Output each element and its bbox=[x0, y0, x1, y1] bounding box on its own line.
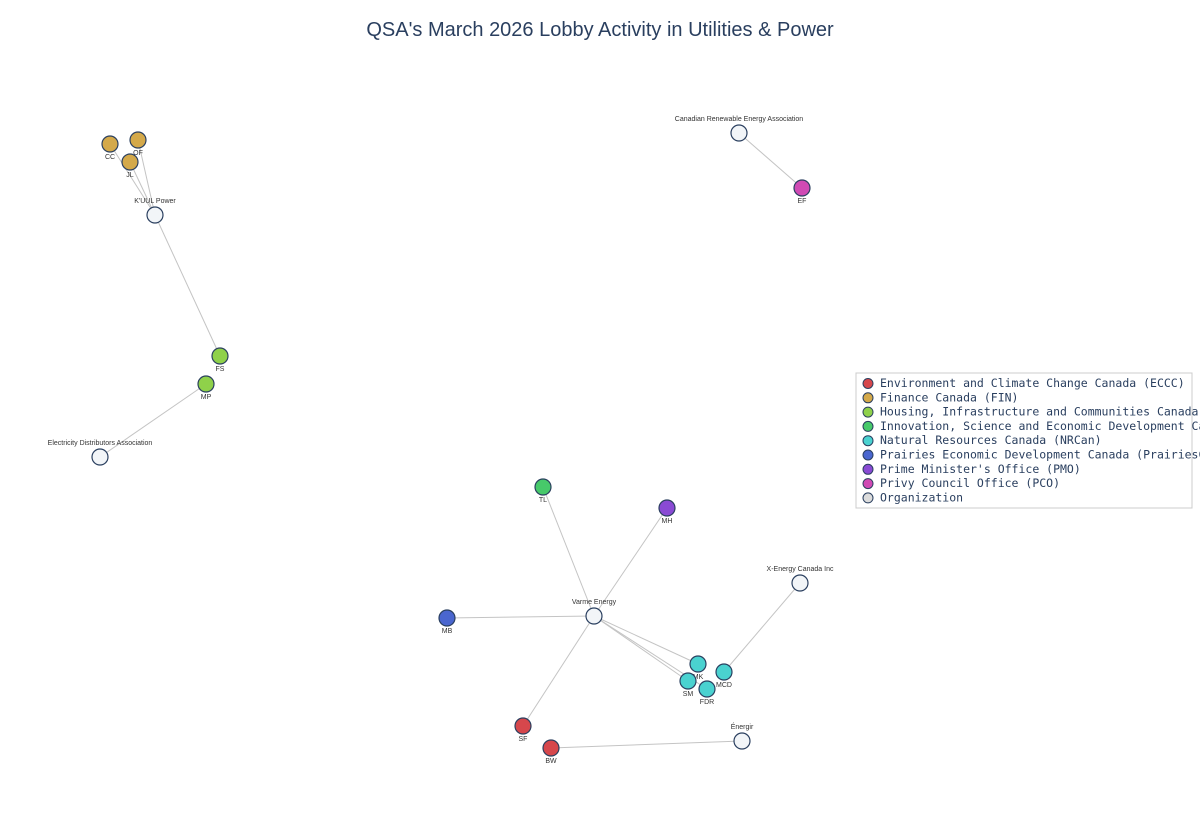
title: QSA's March 2026 Lobby Activity in Utili… bbox=[366, 19, 834, 41]
node[interactable] bbox=[121, 153, 139, 171]
legend-swatch[interactable] bbox=[862, 435, 874, 447]
legend-box bbox=[855, 372, 1193, 509]
node-label: OF bbox=[133, 150, 143, 157]
edge bbox=[446, 615, 595, 619]
edge bbox=[593, 507, 668, 617]
node-label: JL bbox=[126, 172, 134, 179]
node[interactable] bbox=[730, 124, 748, 142]
legend-swatch[interactable] bbox=[862, 478, 874, 490]
legend-label[interactable]: Innovation, Science and Economic Develop… bbox=[880, 419, 1200, 433]
edge bbox=[593, 615, 689, 682]
node[interactable] bbox=[791, 574, 809, 592]
node-label: Electricity Distributors Association bbox=[48, 440, 153, 447]
node-label: FS bbox=[216, 366, 225, 373]
edge bbox=[137, 139, 156, 216]
edge bbox=[723, 582, 801, 673]
legend-label[interactable]: Organization bbox=[880, 490, 963, 504]
edge bbox=[738, 132, 803, 189]
edge bbox=[99, 383, 207, 458]
node-label: CC bbox=[105, 154, 115, 161]
node-label: TL bbox=[539, 497, 547, 504]
legend-label[interactable]: Finance Canada (FIN) bbox=[880, 390, 1018, 404]
legend-label[interactable]: Prairies Economic Development Canada (Pr… bbox=[880, 448, 1200, 462]
edge bbox=[522, 615, 595, 727]
edge bbox=[109, 143, 156, 216]
node[interactable] bbox=[585, 607, 603, 625]
node-label: MP bbox=[201, 394, 212, 401]
node[interactable] bbox=[146, 206, 164, 224]
node[interactable] bbox=[101, 135, 119, 153]
node-label: X-Energy Canada Inc bbox=[767, 566, 834, 573]
node[interactable] bbox=[438, 609, 456, 627]
node[interactable] bbox=[197, 375, 215, 393]
node-label: EF bbox=[798, 198, 807, 205]
node-label: K'UUL Power bbox=[134, 198, 176, 205]
node[interactable] bbox=[542, 739, 560, 757]
node[interactable] bbox=[534, 478, 552, 496]
legend-label[interactable]: Housing, Infrastructure and Communities … bbox=[880, 405, 1200, 419]
node-label: SM bbox=[683, 691, 694, 698]
node[interactable] bbox=[698, 680, 716, 698]
edge bbox=[154, 214, 221, 357]
node-label: MH bbox=[662, 518, 673, 525]
node-label: MK bbox=[693, 674, 704, 681]
legend-swatch[interactable] bbox=[862, 492, 874, 504]
edge bbox=[593, 615, 699, 665]
node-label: MB bbox=[442, 628, 453, 635]
node[interactable] bbox=[91, 448, 109, 466]
node[interactable] bbox=[658, 499, 676, 517]
legend-swatch[interactable] bbox=[862, 463, 874, 475]
legend-swatch[interactable] bbox=[862, 406, 874, 418]
legend-label[interactable]: Natural Resources Canada (NRCan) bbox=[880, 433, 1102, 447]
node[interactable] bbox=[679, 672, 697, 690]
node[interactable] bbox=[514, 717, 532, 735]
legend-swatch[interactable] bbox=[862, 392, 874, 404]
edge bbox=[542, 486, 595, 617]
legend-label[interactable]: Environment and Climate Change Canada (E… bbox=[880, 376, 1185, 390]
node[interactable] bbox=[715, 663, 733, 681]
node-label: Varme Energy bbox=[572, 599, 617, 606]
node-label: MCD bbox=[716, 682, 732, 689]
node-label: Canadian Renewable Energy Association bbox=[675, 116, 804, 123]
node[interactable] bbox=[793, 179, 811, 197]
legend-swatch[interactable] bbox=[862, 449, 874, 461]
node-label: BW bbox=[545, 758, 557, 765]
node-label: Énergir bbox=[731, 722, 754, 731]
node[interactable] bbox=[733, 732, 751, 750]
node-label: FDR bbox=[700, 699, 714, 706]
node[interactable] bbox=[689, 655, 707, 673]
node[interactable] bbox=[129, 131, 147, 149]
legend-label[interactable]: Prime Minister's Office (PMO) bbox=[880, 462, 1081, 476]
legend-label[interactable]: Privy Council Office (PCO) bbox=[880, 476, 1060, 490]
legend-swatch[interactable] bbox=[862, 378, 874, 389]
edge bbox=[550, 740, 743, 749]
node[interactable] bbox=[211, 347, 229, 365]
edge bbox=[129, 161, 156, 216]
legend: Environment and Climate Change Canada (E… bbox=[862, 376, 1200, 504]
node-label: SF bbox=[519, 736, 528, 743]
nodes: CC OF JL K'UUL Power FS MP Electricity Distrib… bbox=[48, 116, 834, 765]
legend-swatch[interactable] bbox=[862, 420, 874, 432]
